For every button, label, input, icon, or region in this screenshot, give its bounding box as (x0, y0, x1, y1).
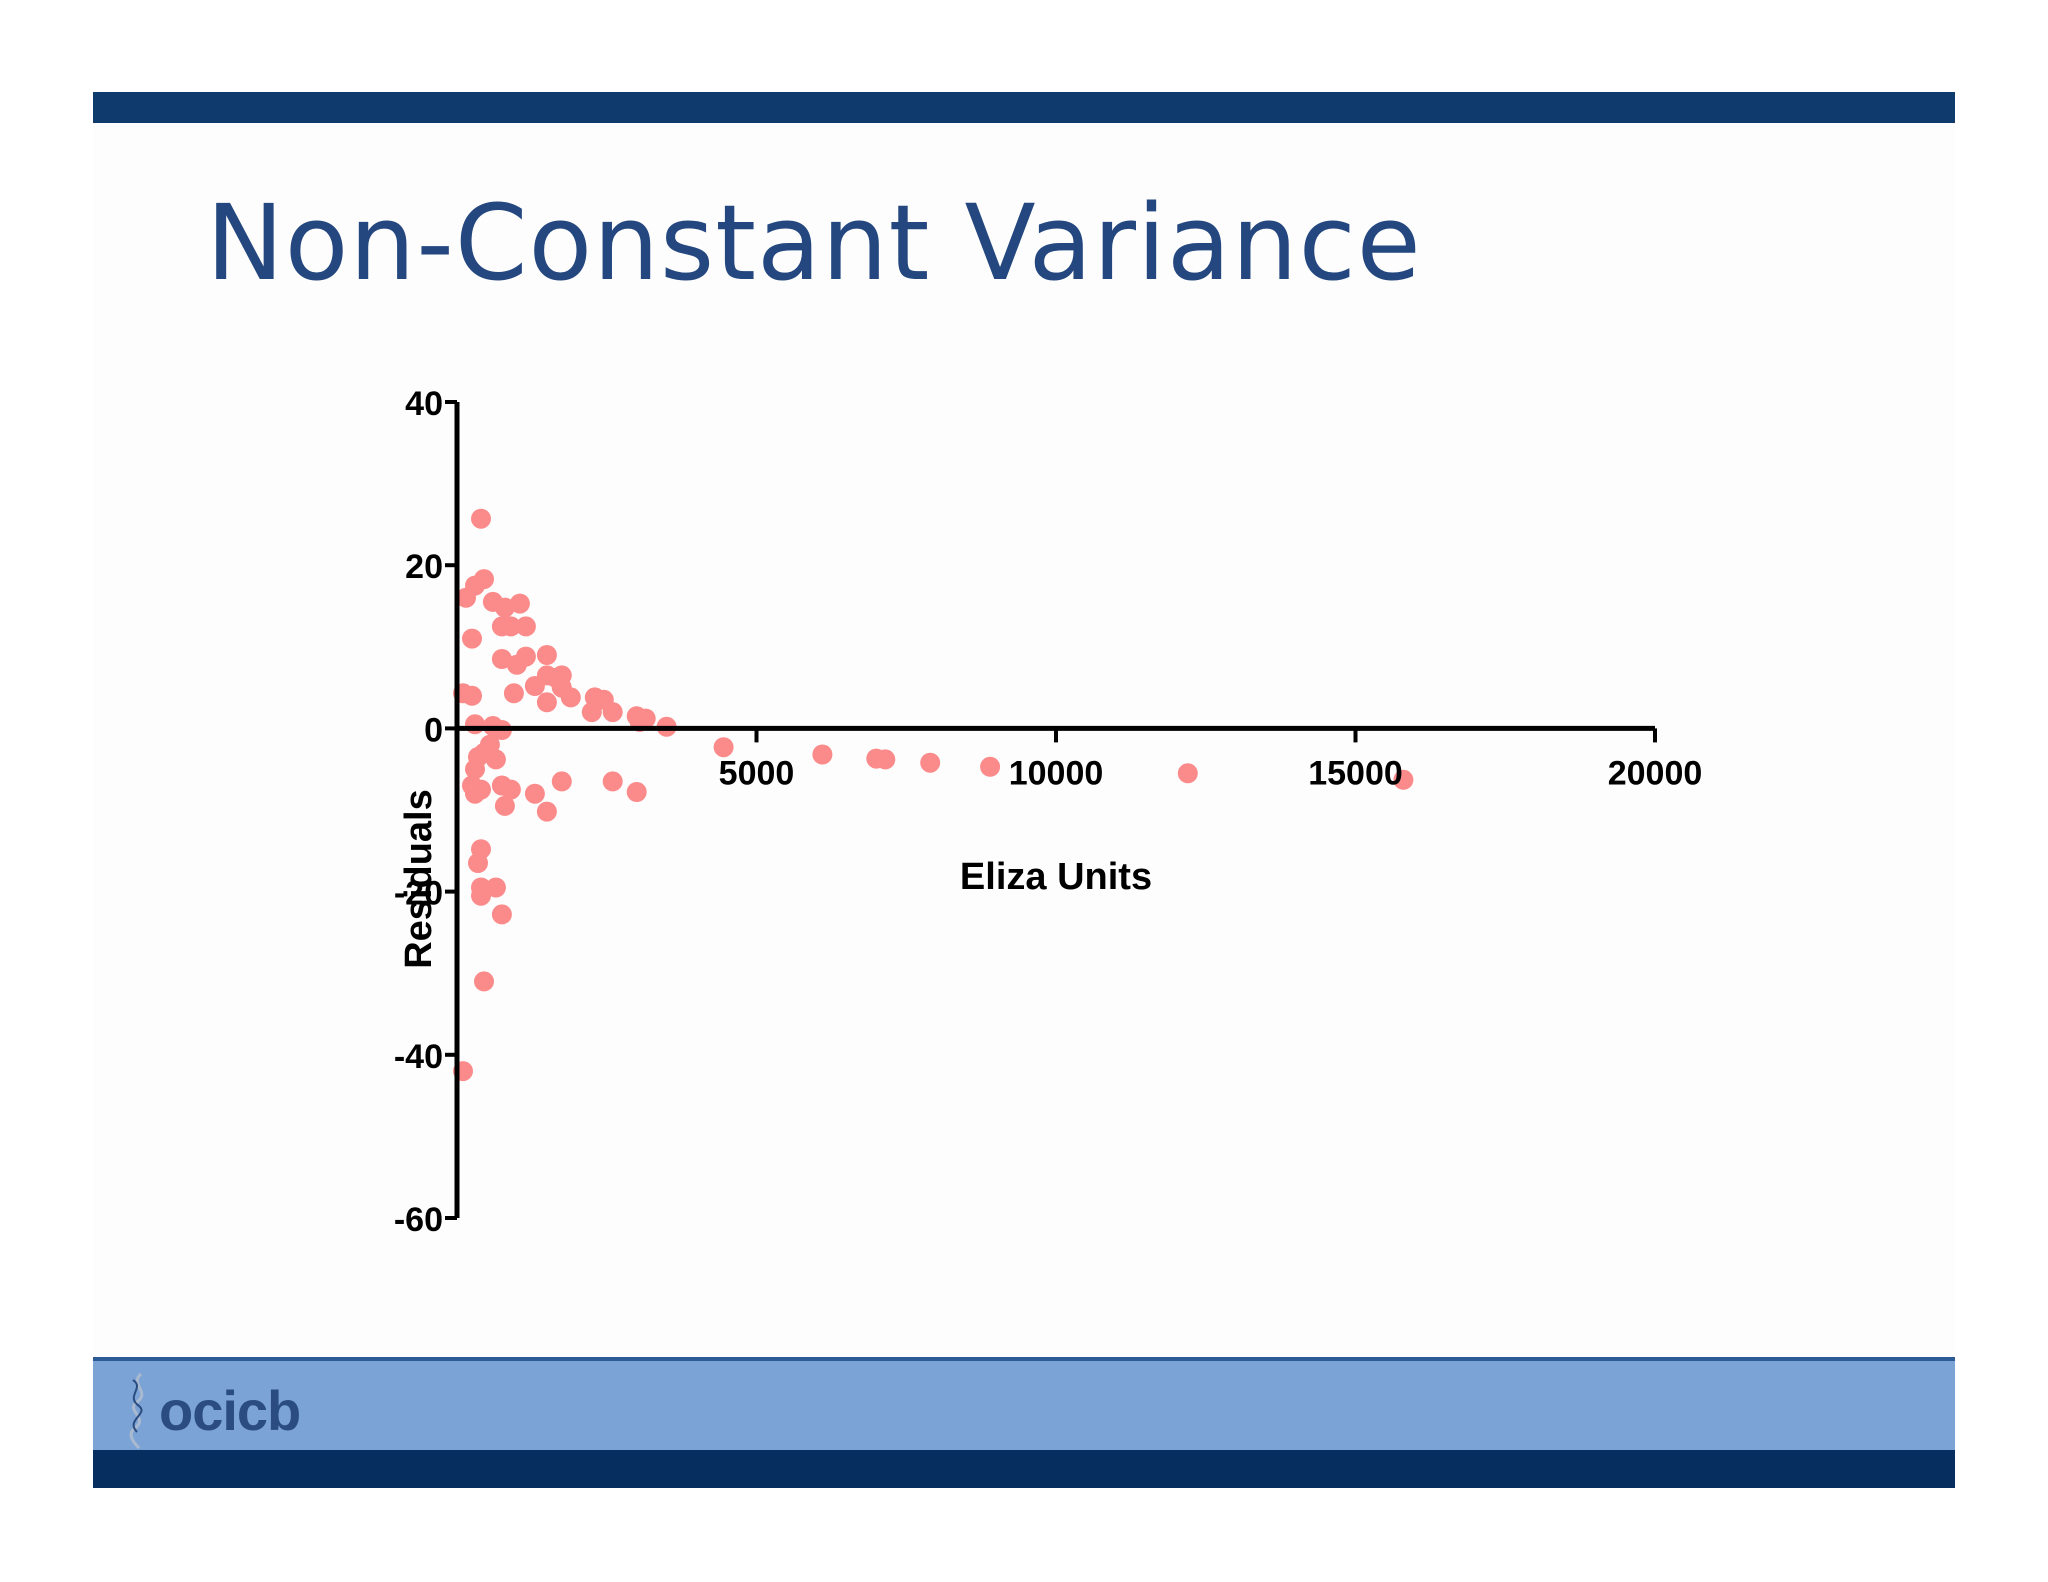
data-point (471, 885, 491, 906)
data-point (491, 904, 512, 925)
slide-title: Non-Constant Variance (206, 182, 1422, 304)
data-point (980, 756, 1001, 777)
data-point (713, 737, 734, 758)
x-axis: 5000 10000 15000 20000 (457, 725, 1703, 792)
data-point (875, 749, 896, 770)
data-point (536, 645, 557, 665)
data-point (536, 692, 557, 713)
data-point (920, 752, 941, 773)
data-point (515, 616, 536, 637)
data-point (602, 702, 623, 723)
data-point (524, 676, 545, 696)
x-tick-label: 5000 (719, 754, 795, 792)
data-point (485, 749, 506, 770)
helix-logo-icon (129, 1372, 144, 1450)
data-point (474, 971, 494, 992)
data-point (509, 593, 530, 614)
x-tick-label: 20000 (1608, 754, 1703, 792)
data-point (602, 771, 623, 792)
y-tick-label: -20 (394, 875, 443, 913)
y-tick-label: 0 (424, 711, 443, 749)
data-point (515, 646, 536, 667)
data-point (551, 771, 572, 792)
y-tick-label: 20 (405, 548, 443, 586)
data-point (465, 783, 485, 804)
logo-text: ocicb (159, 1378, 301, 1442)
x-tick-label: 10000 (1009, 754, 1104, 792)
y-tick-label: 40 (405, 385, 443, 423)
data-point (536, 801, 557, 822)
slide: Non-Constant Variance 40 20 0 -20 -40 -60 500… (93, 92, 1955, 1488)
chart-points-group (453, 508, 1414, 1082)
x-axis-label: Eliza Units (960, 856, 1152, 898)
footer-band (93, 1357, 1955, 1458)
data-point (462, 628, 482, 649)
data-point (465, 759, 485, 780)
data-point (500, 616, 521, 637)
data-point (1177, 763, 1198, 784)
data-point (581, 702, 602, 723)
data-point (491, 649, 512, 669)
data-point (494, 795, 515, 816)
y-tick-label: -60 (394, 1201, 443, 1239)
data-point (500, 779, 521, 800)
data-point (524, 783, 545, 804)
scatter-chart: 40 20 0 -20 -40 -60 5000 10000 15000 20000 Eliza… (394, 385, 1703, 1239)
y-axis-label: Residuals (398, 789, 440, 969)
data-point (462, 685, 482, 706)
data-point (468, 853, 488, 873)
data-point (465, 714, 485, 735)
y-axis: 40 20 0 -20 -40 -60 (394, 385, 460, 1239)
data-point (471, 508, 491, 529)
ocicb-logo: ocicb (117, 1370, 301, 1450)
data-point (503, 683, 524, 704)
data-point (485, 877, 506, 898)
top-bar (93, 92, 1955, 123)
data-point (1393, 769, 1414, 790)
data-point (560, 687, 581, 708)
y-tick-label: -40 (394, 1038, 443, 1076)
x-tick-label: 15000 (1308, 754, 1403, 792)
data-point (812, 744, 833, 765)
data-point (494, 597, 515, 618)
data-point (626, 782, 647, 802)
data-point (456, 587, 476, 608)
footer-bar (93, 1450, 1955, 1488)
